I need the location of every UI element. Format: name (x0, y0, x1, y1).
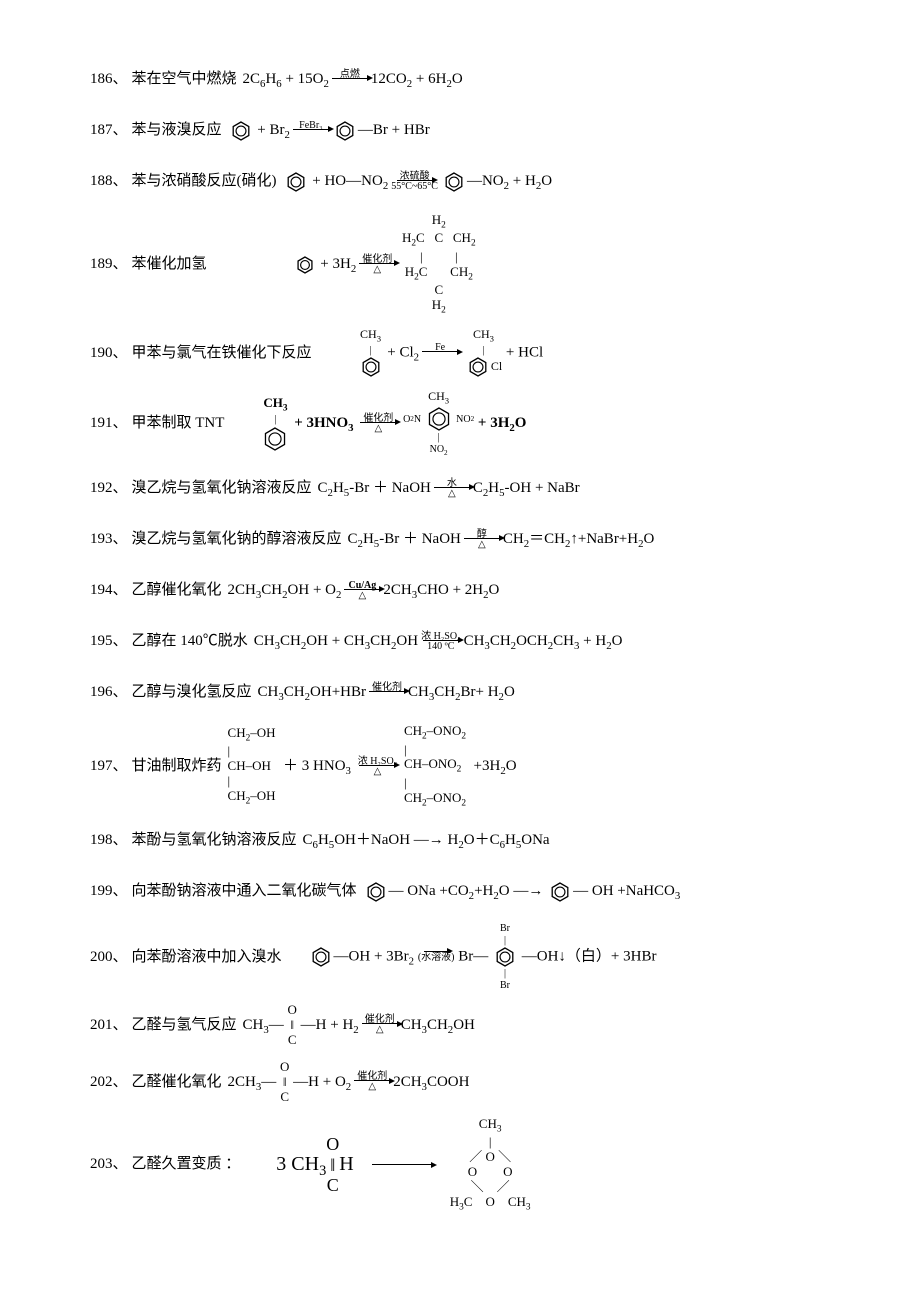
equation: CH3CH2OH + CH3CH2OH 浓 H₂SO₄ 140 ºC CH3CH… (254, 622, 623, 661)
equation: C2H5-Br ＋ NaOH 醇 △ CH2＝CH2↑+NaBr+H2O (348, 520, 655, 559)
item-number: 193、 (90, 520, 128, 559)
item-description: 乙醇催化氧化 (132, 571, 222, 610)
item-number: 186、 (90, 60, 128, 99)
equation-item: 192、溴乙烷与氢氧化钠溶液反应C2H5-Br ＋ NaOH 水 △ C2H5-… (90, 469, 830, 508)
equation: CH3— O‖C —H + H2 催化剂 △ CH3CH2OH (243, 1003, 475, 1048)
item-number: 198、 (90, 821, 128, 860)
equation-item: 187、苯与液溴反应 + Br2 FeBr₃ —Br + HBr (90, 111, 830, 150)
item-number: 196、 (90, 673, 128, 712)
equation: — ONa +CO2+H2O —→ — OH +NaHCO3 (363, 872, 681, 911)
item-number: 199、 (90, 872, 128, 911)
item-number: 188、 (90, 162, 128, 201)
equation-item: 200、向苯酚溶液中加入溴水 —OH + 3Br2 (水溶液) Br— Br||… (90, 923, 830, 991)
item-number: 203、 (90, 1145, 128, 1184)
equation-list: 186、苯在空气中燃烧2C6H6 + 15O2 点燃 12CO2 + 6H2O1… (90, 60, 830, 1213)
equation: CH3CH2OH+HBr 催化剂 CH3CH2Br+ H2O (258, 673, 515, 712)
equation: CH3| + Cl2 Fe CH3| Cl + HCl (358, 328, 544, 378)
item-description: 苯催化加氢 (132, 245, 207, 284)
item-description: 向苯酚钠溶液中通入二氧化碳气体 (132, 872, 357, 911)
equation: C2H5-Br ＋ NaOH 水 △ C2H5-OH + NaBr (318, 469, 580, 508)
item-description: 乙醛催化氧化 (132, 1063, 222, 1102)
equation-item: 203、乙醛久置变质 ： 3 CH3O‖CH CH3 | ／ O ＼ O O ＼… (90, 1117, 830, 1213)
item-number: 187、 (90, 111, 128, 150)
item-number: 195、 (90, 622, 128, 661)
item-description: 苯与浓硝酸反应(硝化) (132, 162, 277, 201)
item-number: 197、 (90, 747, 128, 786)
equation-item: 186、苯在空气中燃烧2C6H6 + 15O2 点燃 12CO2 + 6H2O (90, 60, 830, 99)
equation: + 3H2 催化剂 △ H2 H2C C CH2 | | H2C CH2 C H… (293, 213, 476, 316)
equation-item: 189、苯催化加氢 + 3H2 催化剂 △ H2 H2C C CH2 | | H… (90, 213, 830, 316)
item-description: 乙醛与氢气反应 (132, 1006, 237, 1045)
equation-item: 197、甘油制取炸药 CH2–OH | CH–OH | CH2–OH ＋ 3 H… (90, 724, 830, 809)
equation: C6H5OH＋NaOH —→ H2O＋C6H5ONa (303, 821, 550, 860)
equation-item: 196、乙醇与溴化氢反应CH3CH2OH+HBr 催化剂 CH3CH2Br+ H… (90, 673, 830, 712)
equation-item: 199、向苯酚钠溶液中通入二氧化碳气体 — ONa +CO2+H2O —→ — … (90, 872, 830, 911)
equation-item: 201、乙醛与氢气反应 CH3— O‖C —H + H2 催化剂 △ CH3CH… (90, 1003, 830, 1048)
equation-item: 188、苯与浓硝酸反应(硝化) + HO—NO2 浓硫酸 55°C~65°C —… (90, 162, 830, 201)
equation: CH3| + 3HNO3 催化剂 △ CH3 O2N NO2 | NO2 + 3… (260, 390, 526, 457)
item-number: 190、 (90, 334, 128, 373)
equation-item: 202、乙醛催化氧化 2CH3— O‖C —H + O2 催化剂 △ 2CH3C… (90, 1060, 830, 1105)
equation: 2CH3— O‖C —H + O2 催化剂 △ 2CH3COOH (228, 1060, 470, 1105)
equation: + HO—NO2 浓硫酸 55°C~65°C —NO2 + H2O (283, 162, 553, 201)
item-description: 苯与液溴反应 (132, 111, 222, 150)
item-description: 溴乙烷与氢氧化钠溶液反应 (132, 469, 312, 508)
item-number: 189、 (90, 245, 128, 284)
item-number: 191、 (90, 404, 128, 443)
equation-item: 198、苯酚与氢氧化钠溶液反应C6H5OH＋NaOH —→ H2O＋C6H5ON… (90, 821, 830, 860)
item-description: 苯在空气中燃烧 (132, 60, 237, 99)
item-description: 乙醇在 140℃脱水 (132, 622, 248, 661)
item-number: 200、 (90, 938, 128, 977)
item-description: 乙醇与溴化氢反应 (132, 673, 252, 712)
equation: 2CH3CH2OH + O2 Cu/Ag △ 2CH3CHO + 2H2O (228, 571, 500, 610)
item-description: 甘油制取炸药 (132, 747, 222, 786)
item-number: 202、 (90, 1063, 128, 1102)
item-description: 甲苯与氯气在铁催化下反应 (132, 334, 312, 373)
equation: 3 CH3O‖CH CH3 | ／ O ＼ O O ＼ ／ H3C O CH3 (276, 1117, 530, 1213)
equation-item: 194、乙醇催化氧化2CH3CH2OH + O2 Cu/Ag △ 2CH3CHO… (90, 571, 830, 610)
equation-item: 195、乙醇在 140℃脱水CH3CH2OH + CH3CH2OH 浓 H₂SO… (90, 622, 830, 661)
equation-item: 191、甲苯制取 TNT CH3| + 3HNO3 催化剂 △ CH3 O2N … (90, 390, 830, 457)
item-description: 苯酚与氢氧化钠溶液反应 (132, 821, 297, 860)
item-description: 向苯酚溶液中加入溴水 (132, 938, 282, 977)
item-description: 溴乙烷与氢氧化钠的醇溶液反应 (132, 520, 342, 559)
item-number: 192、 (90, 469, 128, 508)
equation: 2C6H6 + 15O2 点燃 12CO2 + 6H2O (243, 60, 463, 99)
item-description: 乙醛久置变质 ： (132, 1145, 241, 1184)
equation-item: 193、溴乙烷与氢氧化钠的醇溶液反应C2H5-Br ＋ NaOH 醇 △ CH2… (90, 520, 830, 559)
item-description: 甲苯制取 TNT (132, 404, 225, 443)
item-number: 201、 (90, 1006, 128, 1045)
item-number: 194、 (90, 571, 128, 610)
equation: CH2–OH | CH–OH | CH2–OH ＋ 3 HNO3 浓 H₂SO₄… (228, 724, 517, 809)
equation: —OH + 3Br2 (水溶液) Br— Br||Br —OH↓（白）+ 3HB… (308, 923, 657, 991)
equation-item: 190、甲苯与氯气在铁催化下反应 CH3| + Cl2 Fe CH3| Cl +… (90, 328, 830, 378)
equation: + Br2 FeBr₃ —Br + HBr (228, 111, 430, 150)
